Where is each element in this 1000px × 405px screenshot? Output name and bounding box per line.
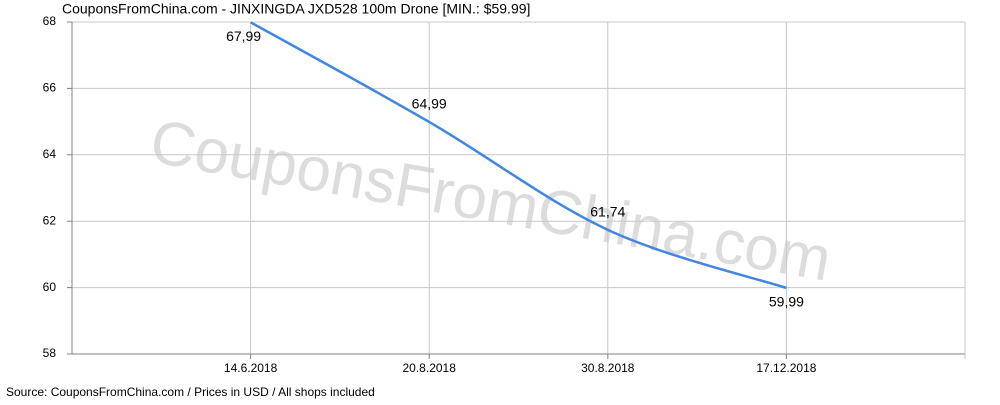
y-tick-label: 58 bbox=[43, 346, 57, 360]
x-tick-label: 14.6.2018 bbox=[224, 361, 278, 375]
y-tick-label: 68 bbox=[43, 14, 57, 28]
y-tick-label: 66 bbox=[43, 81, 57, 95]
y-tick-label: 62 bbox=[43, 213, 57, 227]
x-tick-label: 17.12.2018 bbox=[756, 361, 816, 375]
price-line bbox=[249, 21, 787, 290]
source-note: Source: CouponsFromChina.com / Prices in… bbox=[6, 385, 375, 399]
value-label: 67,99 bbox=[226, 28, 261, 44]
value-label: 64,99 bbox=[412, 96, 447, 112]
x-tick-label: 20.8.2018 bbox=[403, 361, 457, 375]
y-tick-label: 60 bbox=[43, 280, 57, 294]
chart-title: CouponsFromChina.com - JINXINGDA JXD528 … bbox=[62, 1, 530, 17]
watermark: CouponsFromChina.com bbox=[145, 107, 836, 295]
x-tick-label: 30.8.2018 bbox=[581, 361, 635, 375]
value-label: 59,99 bbox=[769, 294, 804, 310]
value-label: 61,74 bbox=[590, 204, 625, 220]
y-tick-label: 64 bbox=[43, 147, 57, 161]
